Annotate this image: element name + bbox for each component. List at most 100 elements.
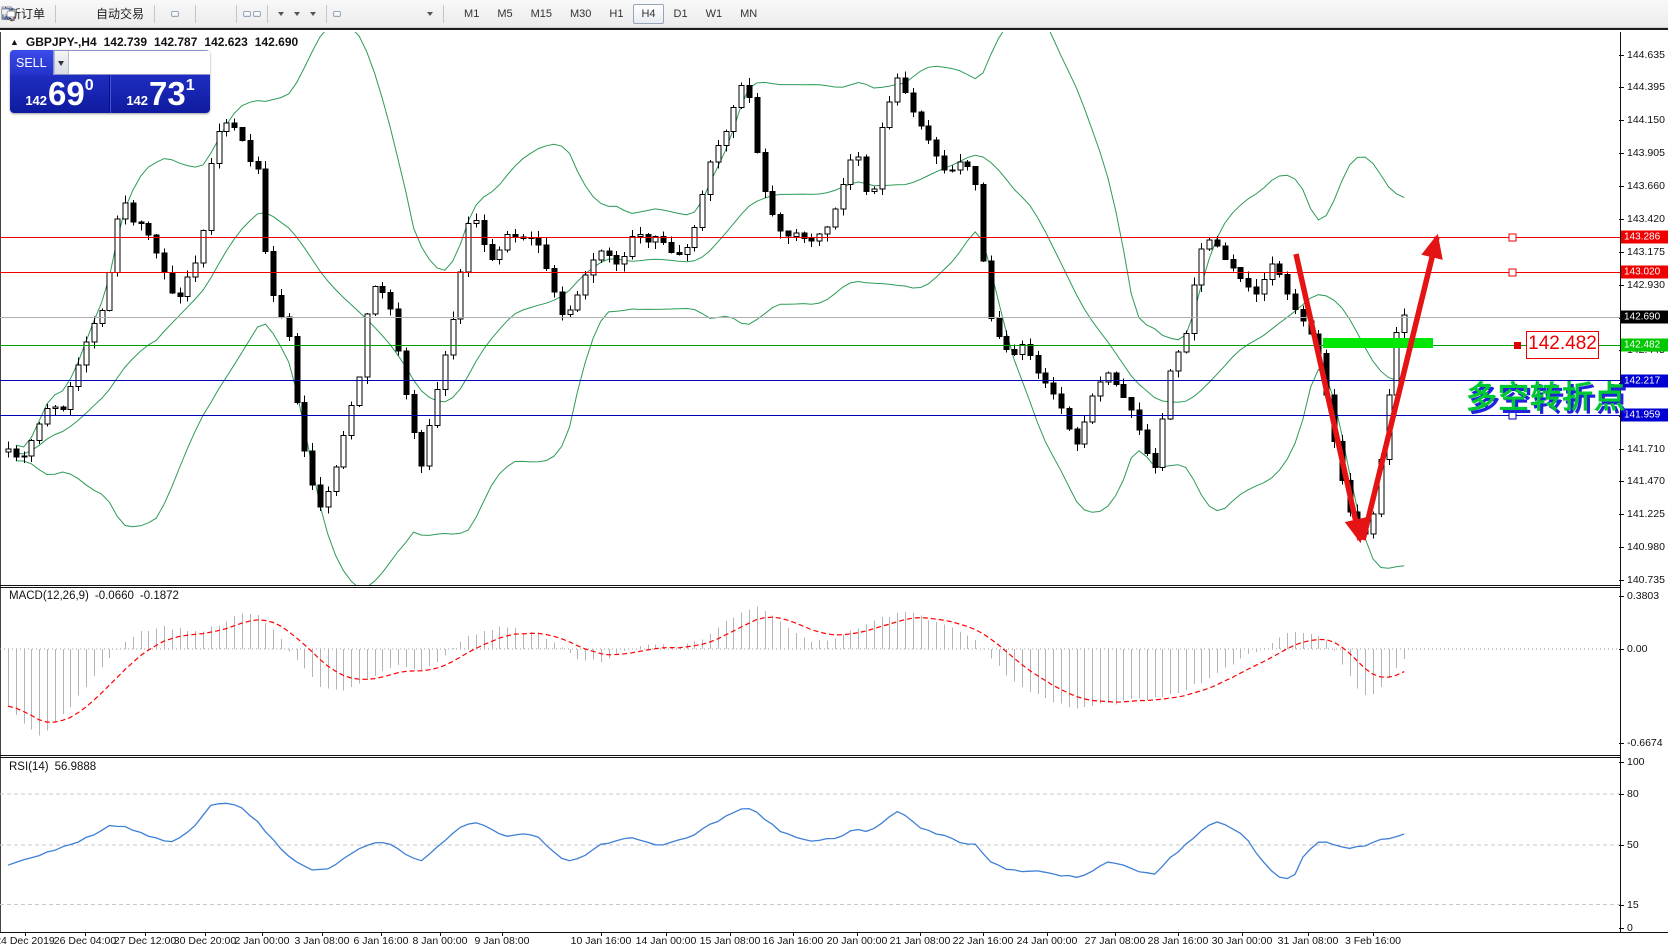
timeframe-button-m5[interactable]: M5 — [497, 7, 513, 20]
rsi-tick-label: 50 — [1627, 839, 1639, 851]
time-tick — [1115, 932, 1116, 936]
price-tick — [1619, 251, 1624, 253]
signals-button[interactable] — [2, 9, 90, 18]
tile-windows-button[interactable] — [2, 7, 230, 20]
text-tool-button[interactable]: A — [4, 7, 411, 21]
macd-panel-canvas[interactable] — [0, 588, 1620, 755]
timeframe-button-m1[interactable]: M1 — [464, 7, 480, 20]
chart-shift-button[interactable] — [2, 7, 252, 20]
buy-price[interactable]: 142 73 1 — [110, 75, 210, 113]
fibonacci-tool-button[interactable]: F — [2, 8, 401, 22]
rsi-panel-canvas[interactable] — [0, 758, 1620, 932]
symbol-title: GBPJPY-,H4 — [25, 35, 97, 49]
price-tick-label: 141.225 — [1627, 508, 1665, 520]
candlestick-chart-button[interactable] — [2, 7, 180, 20]
price-tick — [1619, 481, 1624, 483]
vertical-line-tool-button[interactable] — [7, 7, 361, 20]
time-tick — [145, 932, 146, 936]
time-tick — [1308, 932, 1309, 936]
indicators-button[interactable] — [1, 5, 288, 22]
search-button[interactable] — [1, 7, 1653, 21]
time-tick-label: 27 Dec 12:00 — [113, 935, 177, 947]
price-tick-label: 140.980 — [1627, 541, 1665, 553]
chat-icon — [1, 8, 16, 21]
price-tick-label: 140.735 — [1627, 574, 1665, 586]
price-tick — [1619, 514, 1624, 515]
timeframe-button-mn[interactable]: MN — [740, 7, 758, 20]
time-tick — [1373, 932, 1374, 936]
time-tick — [205, 932, 206, 936]
collapse-panel-icon[interactable]: ▲ — [10, 37, 19, 47]
horizontal-line-tool-button[interactable] — [2, 11, 371, 17]
time-tick — [1242, 932, 1243, 936]
sell-price[interactable]: 142 69 0 — [10, 75, 110, 113]
time-tick-label: 26 Dec 04:00 — [53, 935, 117, 947]
timeframe-button-m30[interactable]: M30 — [570, 7, 592, 20]
price-tick-label: 142.930 — [1627, 278, 1665, 291]
panel-separator[interactable] — [0, 755, 1620, 756]
annotation-text[interactable]: 多空转折点 — [1466, 380, 1626, 415]
channel-tool-button[interactable]: E — [1, 8, 391, 22]
toolbar-separator — [236, 4, 238, 23]
time-tick — [666, 932, 667, 936]
text-label-tool-button[interactable]: T — [2, 7, 421, 20]
price-tag: 143.286 — [1621, 230, 1668, 244]
price-tick-label: 144.635 — [1627, 49, 1665, 61]
volume-input[interactable] — [68, 51, 210, 74]
time-tick-label: 20 Jan 00:00 — [826, 935, 888, 947]
trendline-tool-button[interactable] — [2, 8, 381, 19]
price-tick — [1619, 218, 1624, 220]
time-tick-label: 3 Feb 16:00 — [1344, 935, 1402, 947]
toolbar-separator — [195, 4, 197, 23]
time-tick — [25, 932, 26, 936]
time-tick — [440, 932, 441, 936]
timeframe-button-w1[interactable]: W1 — [705, 7, 723, 20]
panel-separator — [0, 757, 1620, 758]
autotrading-button[interactable]: 自动交易 — [2, 2, 148, 25]
time-tick — [920, 932, 921, 936]
price-text-label[interactable]: 142.482 — [1526, 331, 1599, 359]
ohlc-low: 142.623 — [204, 35, 248, 49]
rsi-tick-label: 100 — [1627, 756, 1645, 768]
volume-decrease-button[interactable] — [53, 51, 69, 74]
arrow-down-icon — [58, 60, 65, 69]
price-tick — [1619, 547, 1624, 548]
auto-scroll-button[interactable] — [2, 7, 262, 20]
timeframe-button-h1[interactable]: H1 — [609, 7, 624, 20]
cursor-tool-button[interactable] — [5, 6, 342, 20]
arrows-tool-button[interactable] — [2, 5, 437, 22]
zoom-in-button[interactable] — [2, 7, 210, 21]
time-tick — [262, 932, 263, 936]
chevron-down-icon — [427, 12, 434, 19]
toolbar-separator — [326, 4, 328, 23]
bar-chart-button[interactable] — [2, 8, 169, 19]
sell-button[interactable]: SELL — [10, 50, 53, 75]
timeframe-button-m15[interactable]: M15 — [530, 7, 552, 20]
timeframe-button-d1[interactable]: D1 — [673, 7, 688, 20]
time-tick-label: 9 Jan 08:00 — [474, 935, 530, 947]
one-click-trading-panel: SELL BUY 142 69 0 142 73 1 — [10, 50, 210, 113]
book-button[interactable] — [2, 7, 70, 20]
chevron-down-icon — [294, 12, 301, 19]
rsi-tick-label: 15 — [1627, 898, 1639, 911]
chat-button[interactable] — [1, 8, 1663, 21]
time-tick-label: 8 Jan 00:00 — [412, 935, 468, 947]
time-axis-line — [0, 932, 1668, 933]
main-chart-canvas[interactable] — [0, 32, 1620, 585]
timeframe-button-h4[interactable]: H4 — [633, 3, 664, 24]
time-tick-label: 10 Jan 16:00 — [570, 935, 632, 947]
macd-tick — [1619, 649, 1624, 650]
rsi-tick-label: 0 — [1627, 922, 1633, 934]
profile-button[interactable] — [1, 8, 80, 19]
zoom-out-button[interactable] — [2, 7, 220, 21]
templates-button[interactable] — [1, 5, 320, 22]
time-tick-label: 3 Jan 08:00 — [294, 935, 350, 947]
chevron-down-icon — [310, 12, 317, 19]
line-chart-button[interactable] — [1, 8, 189, 17]
panel-separator[interactable] — [0, 585, 1620, 586]
main-toolbar: 新订单 自动交易 — [0, 0, 1668, 28]
price-tick — [1619, 153, 1624, 155]
crosshair-tool-button[interactable] — [2, 7, 351, 20]
periods-button[interactable] — [2, 5, 304, 22]
toolbar-separator — [267, 4, 269, 23]
